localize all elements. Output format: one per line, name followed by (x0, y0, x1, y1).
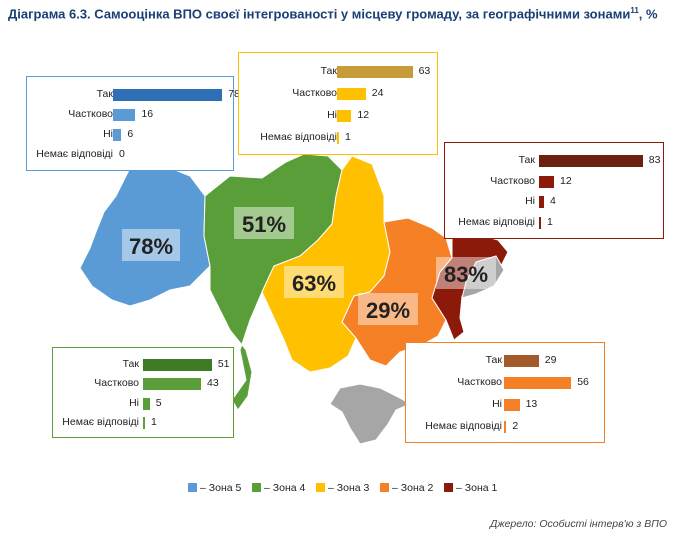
bar-value: 5 (155, 396, 162, 409)
bar (337, 87, 366, 100)
bar (113, 88, 223, 101)
category-label: Ні (492, 397, 502, 410)
category-label: Немає відповіді (458, 216, 535, 229)
legend-item: – Зона 3 (316, 482, 369, 494)
bar-value: 24 (371, 86, 384, 99)
data-box-zone3: Так 63 Частково 24 Ні 12 Немає відповіді 1 (238, 52, 438, 155)
map-occupied-crimea (329, 383, 412, 445)
bar-value: 13 (525, 397, 538, 410)
map-label-zone5: 78% (129, 234, 173, 259)
data-box-zone1: Так 83 Частково 12 Ні 4 Немає відповіді 1 (444, 142, 664, 239)
data-box-zone5: Так 78 Частково 16 Ні 6 Немає відповіді 0 (26, 76, 240, 171)
legend-swatch (316, 483, 325, 492)
map-label-zone3: 63% (292, 271, 336, 296)
data-box-zone2: Так 29 Частково 56 Ні 13 Немає відповіді 2 (405, 342, 605, 443)
map-label-bg-zone4 (234, 207, 294, 239)
data-box-zone4: Так 51 Частково 43 Ні 5 Немає відповіді 1 (52, 347, 234, 438)
bar (504, 355, 539, 368)
map-label-bg-zone5 (122, 229, 180, 261)
bar (337, 110, 352, 123)
legend-label: – Зона 4 (264, 482, 306, 494)
category-label: Частково (292, 86, 337, 99)
bar-value: 43 (207, 377, 219, 390)
legend-label: – Зона 5 (200, 482, 242, 494)
bar (539, 196, 544, 209)
bar-value: 63 (418, 64, 431, 77)
bar-value: 12 (357, 109, 370, 122)
category-label: Так (485, 354, 502, 367)
bar (113, 129, 122, 142)
legend-swatch (252, 483, 261, 492)
category-label: Ні (327, 109, 337, 122)
map-label-zone2: 29% (366, 298, 410, 323)
category-label: Так (320, 64, 337, 77)
bar-value: 0 (119, 148, 125, 161)
map-label-bg-zone1 (436, 257, 496, 289)
bar-value: 1 (151, 415, 157, 428)
category-label: Немає відповіді (425, 419, 502, 432)
map-label-zone4: 51% (242, 212, 286, 237)
category-label: Ні (525, 195, 535, 208)
bar (504, 377, 572, 390)
legend-label: – Зона 3 (328, 482, 370, 494)
source-note: Джерело: Особисті інтерв'ю з ВПО (489, 518, 667, 530)
legend-swatch (380, 483, 389, 492)
legend-label: – Зона 1 (456, 482, 498, 494)
legend-item: – Зона 5 (188, 482, 241, 494)
bar-value: 83 (648, 153, 661, 166)
map-zone-5 (79, 163, 211, 307)
category-label: Так (122, 358, 139, 371)
bar (337, 132, 339, 145)
bar (143, 397, 150, 410)
bar (143, 416, 145, 429)
map-label-zone1: 83% (444, 262, 488, 287)
category-label: Немає відповіді (260, 131, 337, 144)
bar (143, 378, 202, 391)
category-label: Ні (129, 396, 139, 409)
map-zone-3 (261, 155, 391, 373)
bar (504, 420, 507, 433)
map-label-bg-zone3 (284, 266, 344, 298)
bar-value: 16 (141, 107, 154, 120)
legend-item: – Зона 4 (252, 482, 305, 494)
bar-value: 78 (228, 87, 240, 100)
bar-value: 6 (127, 128, 134, 141)
chart-title: Діаграма 6.3. Самооцінка ВПО своєї інтег… (8, 6, 658, 22)
category-label: Частково (94, 377, 139, 390)
category-label: Ні (103, 128, 113, 141)
category-label: Частково (490, 174, 535, 187)
bar-value: 29 (544, 354, 557, 367)
category-label: Так (96, 87, 113, 100)
bar-value: 56 (577, 376, 589, 389)
bar (143, 359, 212, 372)
map-occupied-donbas (461, 255, 505, 299)
bar-value: 1 (345, 131, 351, 144)
bar (539, 154, 643, 167)
bar-value: 4 (550, 195, 556, 208)
legend-label: – Зона 2 (392, 482, 434, 494)
category-label: Немає відповіді (36, 148, 113, 161)
category-label: Частково (68, 107, 113, 120)
bar-value: 2 (512, 419, 519, 432)
category-label: Так (518, 153, 535, 166)
legend-item: – Зона 2 (380, 482, 433, 494)
bar-value: 51 (217, 358, 230, 371)
bar (113, 108, 136, 121)
legend-item: – Зона 1 (444, 482, 497, 494)
category-label: Немає відповіді (62, 415, 139, 428)
category-label: Частково (457, 376, 502, 389)
bar (504, 398, 520, 411)
legend-swatch (444, 483, 453, 492)
bar (337, 65, 413, 78)
map-label-bg-zone2 (358, 293, 418, 325)
legend-swatch (188, 483, 197, 492)
bar-value: 12 (560, 174, 572, 187)
bar-value: 1 (547, 216, 553, 229)
bar (539, 175, 554, 188)
bar (539, 217, 541, 230)
